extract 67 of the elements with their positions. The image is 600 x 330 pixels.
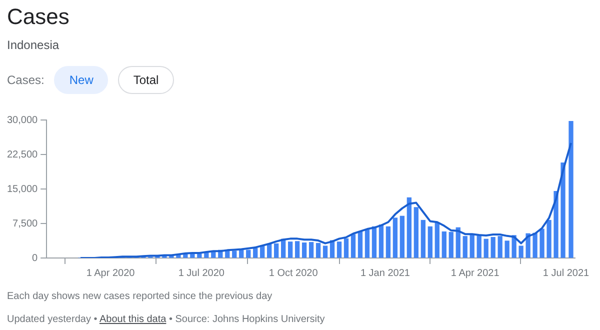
bar — [358, 230, 363, 258]
bar — [414, 207, 419, 258]
bar — [540, 228, 544, 258]
bar — [294, 241, 300, 258]
bar — [246, 250, 251, 258]
bar — [239, 250, 244, 258]
bar — [420, 220, 426, 258]
x-tick-label: 1 Apr 2020 — [86, 268, 136, 279]
bar — [504, 240, 510, 258]
bar — [526, 233, 530, 258]
bar — [456, 227, 460, 258]
bar — [462, 236, 468, 258]
bar — [406, 197, 412, 258]
bar — [316, 242, 321, 258]
bar — [372, 226, 377, 258]
bar — [267, 244, 272, 258]
toggle-button: Total — [118, 66, 174, 94]
bar — [308, 242, 314, 258]
bar — [350, 234, 356, 258]
x-tick-label: 1 Apr 2021 — [450, 268, 500, 279]
bar — [470, 234, 474, 258]
bar — [274, 243, 279, 258]
text: Updated yesterday • — [7, 314, 98, 325]
bar — [288, 242, 293, 258]
bar — [498, 236, 502, 258]
x-tick-label: 1 Jul 2020 — [178, 268, 225, 279]
bar — [322, 246, 328, 258]
chart-subtitle: Indonesia — [7, 38, 60, 52]
chart-title: Cases — [7, 4, 70, 30]
text: • Source: Johns Hopkins University — [168, 314, 325, 325]
bar — [490, 236, 496, 258]
bar — [253, 248, 258, 258]
bar — [364, 230, 370, 258]
x-tick-label: 1 Oct 2020 — [268, 268, 318, 279]
y-tick-label: 0 — [32, 252, 38, 264]
bar — [386, 226, 391, 258]
bar — [225, 250, 230, 258]
bar — [476, 236, 482, 258]
bar — [434, 222, 440, 258]
bar — [232, 250, 237, 258]
y-tick-label: 22,500 — [6, 149, 38, 160]
bar — [554, 190, 558, 258]
bar — [378, 224, 384, 258]
bar — [400, 216, 405, 258]
toggle-button: New — [54, 66, 108, 94]
x-tick-label: 1 Jul 2021 — [542, 268, 590, 279]
bar — [336, 242, 342, 258]
bar — [344, 238, 349, 258]
bar — [560, 162, 566, 258]
bar — [211, 252, 216, 258]
text: Each day shows new cases reported since the previous day — [7, 291, 272, 302]
bar — [484, 238, 488, 258]
y-tick-label: 30,000 — [6, 114, 38, 126]
bar — [428, 226, 432, 258]
text: About this data — [99, 314, 166, 325]
bar — [568, 121, 574, 258]
bar — [546, 220, 552, 258]
x-tick-label: 1 Jan 2021 — [360, 268, 410, 279]
text: Cases: — [7, 73, 44, 87]
bar — [518, 246, 524, 258]
y-tick-label: 7,500 — [12, 218, 38, 230]
bar — [442, 231, 446, 258]
bar — [448, 232, 454, 258]
bar — [302, 242, 307, 258]
bar — [532, 232, 538, 258]
y-tick-label: 15,000 — [6, 184, 38, 195]
bar — [392, 218, 398, 258]
